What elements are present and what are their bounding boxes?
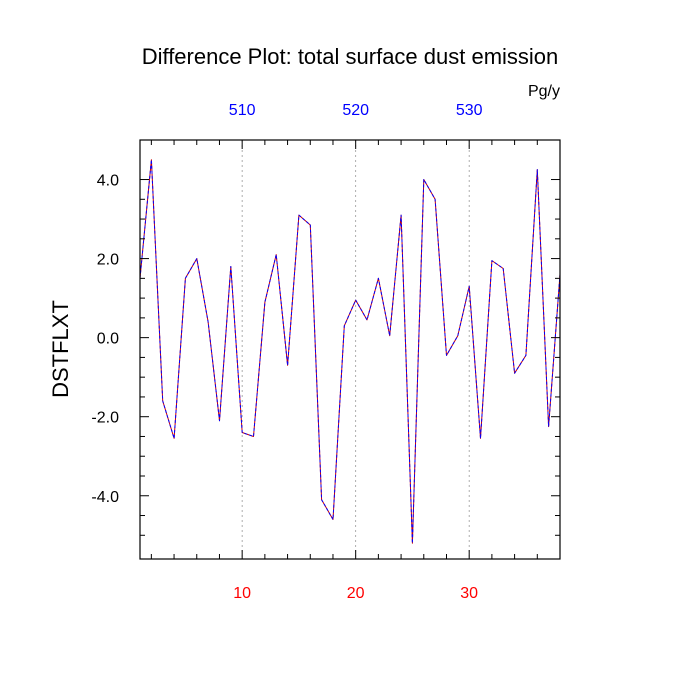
data-series [139, 159, 561, 544]
y-tick-label-0: -4.0 [91, 489, 119, 506]
y-tick-label-3: 2.0 [97, 252, 119, 269]
chart-title: Difference Plot: total surface dust emis… [142, 44, 559, 69]
y-tick-label-1: -2.0 [91, 410, 119, 427]
tick-labels: 10 20 30 510 520 530 -4.0 -2.0 0.0 2.0 4.0 [91, 102, 482, 602]
y-tick-label-4: 4.0 [97, 173, 119, 190]
x-tick-label-bottom-2: 30 [460, 585, 478, 602]
x-tick-label-bottom-0: 10 [233, 585, 251, 602]
plot-frame [139, 139, 561, 560]
y-axis-label: DSTFLXT [48, 300, 73, 398]
series-line-0 [139, 159, 561, 544]
x-tick-label-top-1: 520 [342, 102, 369, 119]
y-tick-label-2: 0.0 [97, 331, 119, 348]
x-tick-label-top-0: 510 [229, 102, 256, 119]
x-tick-label-top-2: 530 [456, 102, 483, 119]
x-tick-label-bottom-1: 20 [347, 585, 365, 602]
series-line-under-0 [139, 159, 561, 544]
axis-ticks [140, 140, 561, 559]
units-label: Pg/y [528, 83, 560, 100]
